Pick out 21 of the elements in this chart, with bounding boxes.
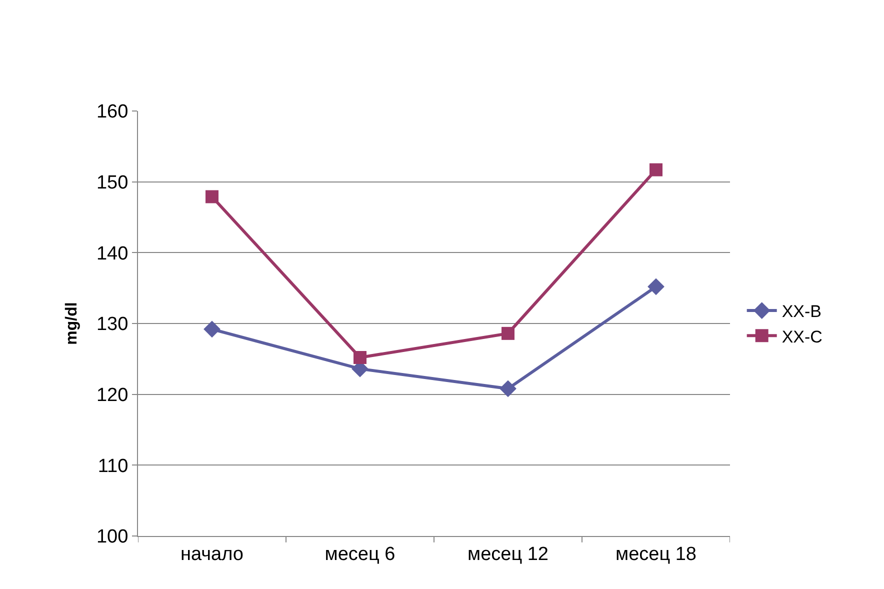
point: [648, 278, 664, 296]
x-tick-label: месец 6: [324, 544, 396, 565]
point: [650, 163, 662, 176]
y-tick-label: 140: [96, 243, 128, 264]
y-tick-label: 130: [96, 314, 128, 336]
y-tick-label: 160: [96, 102, 128, 123]
y-axis-title: mg/dl: [63, 302, 80, 345]
point: [206, 190, 218, 204]
point: [500, 380, 516, 398]
y-tick-label: 150: [96, 172, 128, 194]
x-tick-label: начало: [180, 544, 244, 565]
point: [502, 326, 514, 340]
point: [354, 351, 366, 364]
x-tick-label: месец 18: [616, 544, 696, 565]
legend-label: XX-B: [782, 302, 822, 322]
y-tick-label: 100: [96, 526, 128, 548]
x-tick-label: месец 12: [468, 544, 548, 565]
point: [204, 320, 220, 338]
y-tick-label: 120: [96, 384, 128, 406]
legend-label: XX-C: [782, 327, 822, 346]
y-tick-label: 110: [98, 456, 128, 477]
